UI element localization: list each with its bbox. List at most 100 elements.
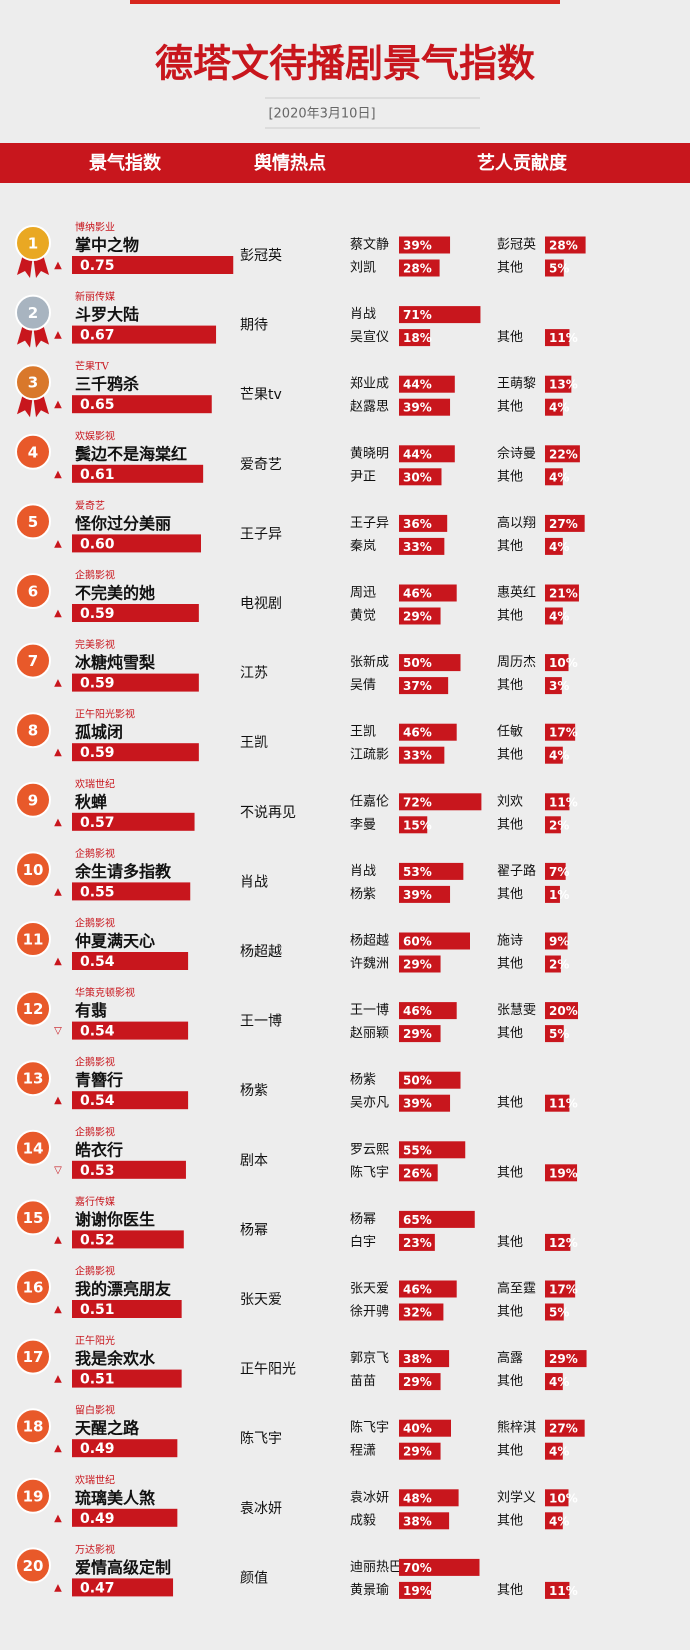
share-label: 28% <box>403 262 432 276</box>
share-label: 23% <box>403 1236 432 1250</box>
share-bar <box>399 677 449 695</box>
drama-title: 仲夏满天心 <box>75 932 155 951</box>
share-label: 26% <box>403 1166 432 1180</box>
company: 企鹅影视 <box>75 917 115 930</box>
artist-name: 彭冠英 <box>497 238 536 253</box>
hotspot: 电视剧 <box>240 596 282 612</box>
share-label: 46% <box>403 1283 432 1297</box>
medal <box>15 1338 51 1375</box>
share-bar <box>545 584 579 602</box>
share-label: 70% <box>403 1561 432 1575</box>
hotspot: 肖战 <box>240 874 268 890</box>
artist-name: 刘凯 <box>350 261 376 276</box>
artist-name: 郭京飞 <box>350 1350 389 1366</box>
artist-name: 杨紫 <box>350 1073 376 1088</box>
share-bar <box>545 537 563 555</box>
artist-name: 赵丽颖 <box>350 1026 389 1041</box>
share-label: 4% <box>549 540 569 554</box>
company: 芒果TV <box>75 360 110 373</box>
index-value: 0.75 <box>80 258 115 274</box>
company: 企鹅影视 <box>75 1265 115 1278</box>
artist-name: 高以翔 <box>497 515 536 531</box>
artist-name: 李曼 <box>350 817 376 832</box>
trend: ▽ <box>54 1165 62 1176</box>
artist-name: 周历杰 <box>497 655 536 670</box>
share-label: 4% <box>549 610 569 624</box>
share-bar <box>545 746 563 764</box>
artist-name: 王萌黎 <box>497 377 536 392</box>
medal <box>15 364 51 401</box>
index-bar <box>72 1230 184 1249</box>
company: 欢瑞世纪 <box>75 777 115 790</box>
index-bar <box>72 1578 174 1597</box>
index-value: 0.60 <box>80 536 115 552</box>
artist-name: 尹正 <box>350 469 376 484</box>
index-value: 0.49 <box>80 1441 115 1457</box>
share-label: 4% <box>549 1514 569 1528</box>
drama-title: 掌中之物 <box>75 236 139 255</box>
company: 企鹅影视 <box>75 569 115 582</box>
rank: 17 <box>23 1348 44 1366</box>
share-bar <box>399 723 457 741</box>
share-label: 65% <box>403 1213 432 1227</box>
rank: 18 <box>23 1418 44 1436</box>
artist-name: 苗苗 <box>350 1374 376 1389</box>
share-label: 5% <box>549 262 569 276</box>
index-bar <box>72 673 199 692</box>
share-bar <box>399 932 470 950</box>
share-label: 38% <box>403 1514 432 1528</box>
rank: 16 <box>23 1279 44 1297</box>
medal <box>15 1129 51 1166</box>
trend: ▲ <box>54 956 62 967</box>
artist-name: 白宇 <box>350 1234 376 1250</box>
share-label: 29% <box>403 1027 432 1041</box>
share-label: 39% <box>403 401 432 415</box>
share-bar <box>399 1303 444 1321</box>
artist-name: 郑业成 <box>350 377 389 392</box>
artist-name: 其他 <box>497 400 523 415</box>
artist-name: 高露 <box>497 1350 523 1366</box>
artist-name: 徐开骋 <box>350 1305 389 1320</box>
share-label: 32% <box>403 1306 432 1320</box>
trend: ▲ <box>54 1374 62 1385</box>
drama-title: 有翡 <box>75 1001 107 1020</box>
index-value: 0.65 <box>80 397 115 413</box>
share-bar <box>545 1280 576 1298</box>
share-bar <box>545 1373 563 1391</box>
medal <box>15 642 51 679</box>
medal <box>15 573 51 609</box>
artist-name: 其他 <box>497 1096 523 1111</box>
rank: 14 <box>23 1139 44 1157</box>
artist-name: 刘学义 <box>497 1489 536 1505</box>
share-label: 11% <box>549 1097 578 1111</box>
medal <box>15 225 51 261</box>
share-bar <box>399 746 445 764</box>
artist-name: 任敏 <box>497 725 523 740</box>
hotspot: 彭冠英 <box>240 247 282 264</box>
artist-name: 杨超越 <box>350 934 389 949</box>
drama-title: 鬓边不是海棠红 <box>75 444 187 463</box>
trend: ▲ <box>54 538 62 549</box>
share-bar <box>545 1094 570 1112</box>
index-value: 0.59 <box>80 606 115 622</box>
share-label: 7% <box>549 865 569 879</box>
index-value: 0.49 <box>80 1511 115 1527</box>
artist-name: 肖战 <box>350 307 376 322</box>
company: 企鹅影视 <box>75 847 115 860</box>
drama-title: 秋蝉 <box>75 792 107 811</box>
share-label: 48% <box>403 1491 432 1505</box>
index-bar <box>72 1508 178 1527</box>
drama-title: 我的漂亮朋友 <box>75 1280 172 1299</box>
artist-name: 任嘉伦 <box>350 794 389 809</box>
artist-name: 袁冰妍 <box>350 1490 389 1505</box>
share-label: 33% <box>403 749 432 763</box>
artist-name: 江疏影 <box>350 748 389 763</box>
share-label: 39% <box>403 239 432 253</box>
share-label: 40% <box>403 1422 432 1436</box>
rank: 20 <box>23 1557 44 1575</box>
rank: 15 <box>23 1209 44 1227</box>
company: 企鹅影视 <box>75 1056 115 1069</box>
share-label: 28% <box>549 239 578 253</box>
page-title: 德塔文待播剧景气指数 <box>155 42 535 86</box>
share-label: 46% <box>403 1004 432 1018</box>
